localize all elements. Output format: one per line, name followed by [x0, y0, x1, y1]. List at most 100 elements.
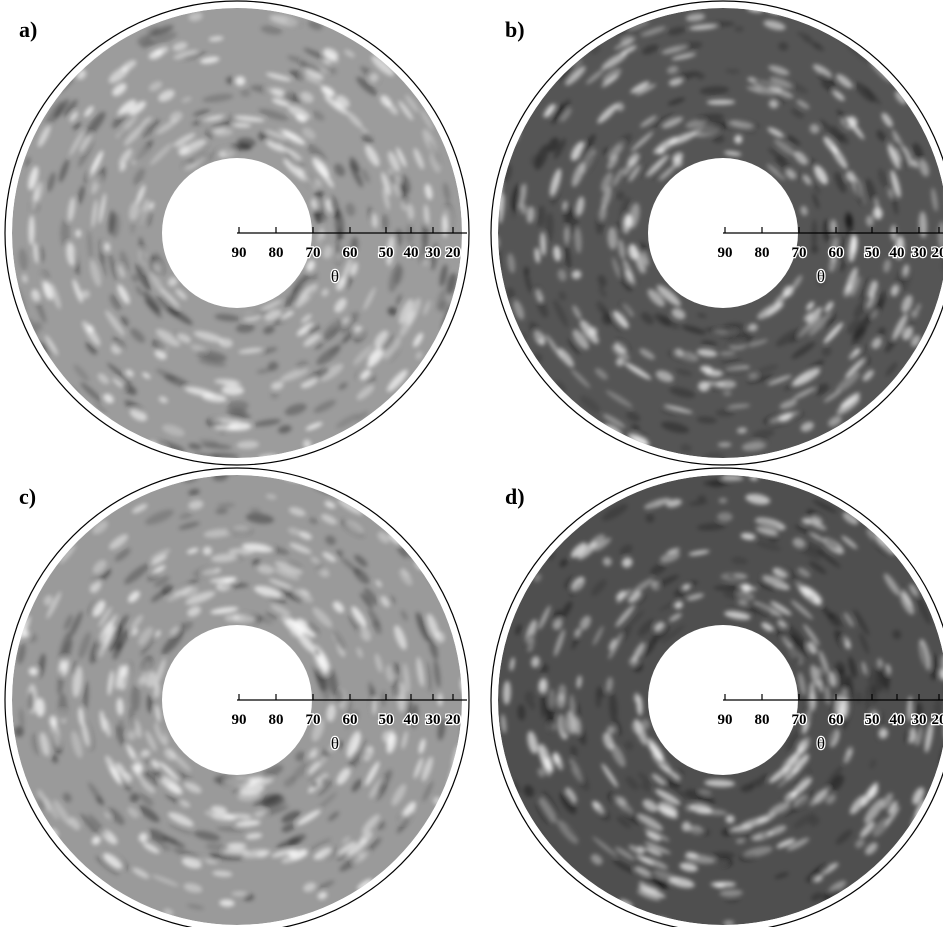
streak [336, 643, 346, 658]
streak [830, 236, 839, 263]
streak [97, 645, 106, 658]
streak [782, 134, 795, 144]
streak [150, 554, 168, 566]
streak [734, 134, 743, 144]
streak [792, 790, 818, 812]
streak [610, 743, 626, 768]
streak [278, 587, 304, 603]
streak [592, 836, 618, 858]
streak [720, 331, 745, 339]
streak [301, 377, 319, 388]
streak [601, 186, 612, 210]
streak [334, 101, 343, 110]
streak [597, 687, 607, 699]
streak [761, 622, 774, 632]
axis-tick-label: 20 [932, 712, 943, 728]
streak [313, 208, 320, 223]
streak [658, 596, 687, 612]
streak [902, 264, 910, 277]
streak [717, 512, 733, 522]
streak [780, 794, 793, 805]
streak [798, 672, 806, 696]
streak [80, 290, 90, 299]
streak [287, 105, 311, 120]
streak [892, 313, 908, 341]
streak [344, 49, 355, 58]
streak [719, 889, 743, 897]
streak [834, 171, 846, 194]
streak [658, 164, 677, 181]
streak [131, 614, 143, 630]
streak [843, 612, 855, 628]
streak [375, 579, 382, 588]
streak [791, 777, 813, 797]
streak [149, 201, 154, 210]
streak [313, 649, 326, 676]
streak [127, 806, 140, 819]
streak [641, 164, 653, 178]
streak [640, 856, 669, 870]
streak [884, 336, 897, 353]
streak [688, 24, 718, 30]
streak [312, 607, 333, 628]
streak [414, 757, 423, 779]
streak [216, 826, 247, 832]
streak [759, 574, 788, 588]
streak [652, 574, 680, 589]
streak [524, 690, 535, 705]
streak [792, 537, 806, 549]
streak [337, 852, 347, 861]
streak [233, 613, 256, 623]
outer-circle [490, 467, 943, 927]
streak [407, 203, 415, 220]
streak [835, 661, 846, 675]
streak [791, 341, 816, 360]
streak [555, 380, 567, 392]
streak [78, 631, 91, 660]
streak [200, 114, 227, 122]
streak [618, 268, 633, 292]
streak [380, 595, 390, 608]
streak [578, 134, 596, 159]
streak [377, 531, 390, 544]
streak [150, 24, 174, 36]
streak [823, 322, 844, 344]
streak [236, 440, 260, 449]
streak [641, 718, 650, 730]
streak [129, 707, 136, 731]
streak [261, 765, 284, 779]
streak [774, 872, 789, 879]
streak [646, 154, 669, 177]
streak [142, 372, 151, 379]
streak [842, 512, 859, 525]
streak [912, 702, 923, 734]
streak [344, 274, 353, 290]
streak [621, 557, 633, 568]
streak [611, 344, 630, 361]
streak [620, 35, 634, 46]
streak [178, 521, 200, 530]
streak [606, 725, 616, 735]
streak [576, 325, 584, 335]
streak [706, 99, 736, 105]
streak [295, 360, 309, 371]
streak [615, 357, 625, 367]
streak [636, 890, 661, 901]
streak [752, 428, 775, 439]
streak [271, 849, 293, 858]
outer-circle [490, 0, 943, 466]
streak [770, 601, 792, 616]
streak [572, 305, 582, 320]
streak [592, 625, 604, 646]
streak [253, 419, 282, 427]
streak [616, 221, 624, 232]
streak [628, 590, 642, 603]
streak [575, 196, 585, 216]
streak [169, 111, 183, 123]
streak [864, 686, 871, 711]
streak [769, 76, 793, 89]
streak [109, 294, 122, 311]
streak [760, 437, 769, 446]
axis-tick-label: 50 [865, 712, 880, 728]
streak [560, 601, 573, 619]
